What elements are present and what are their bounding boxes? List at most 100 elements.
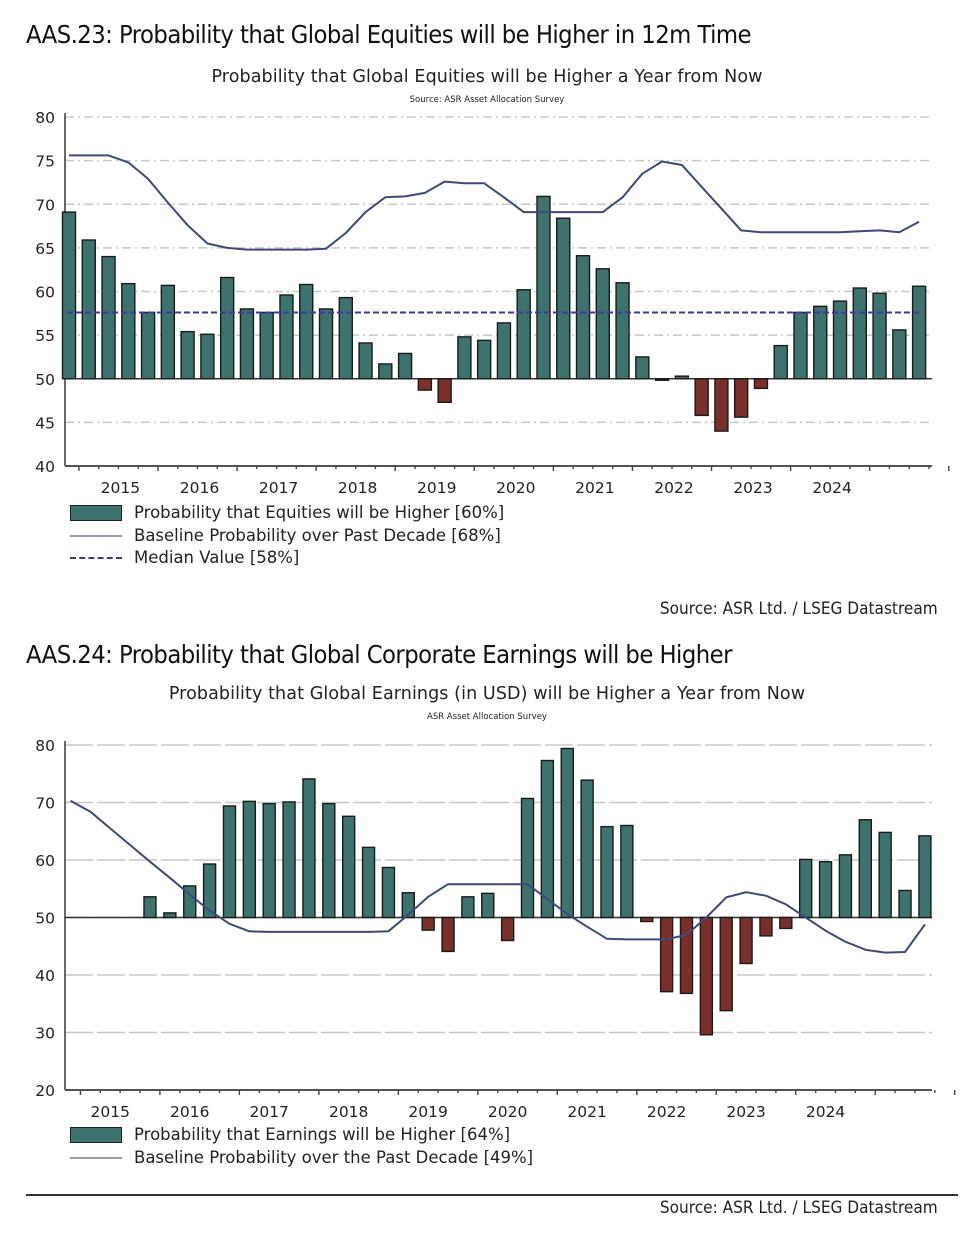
bar-positive	[338, 296, 353, 380]
bar-positive	[381, 866, 396, 919]
bar-negative	[679, 916, 694, 995]
x-tick-label: 2015	[91, 1103, 130, 1121]
bar-positive	[520, 797, 535, 919]
bar-positive	[299, 283, 314, 380]
bar-positive	[911, 285, 927, 380]
bar-positive	[560, 747, 574, 919]
x-tick-label: 2021	[575, 479, 614, 497]
bar-positive	[838, 854, 853, 919]
bar-positive	[361, 846, 376, 919]
y-tick-label: 80	[35, 737, 55, 755]
x-tick-label: 2017	[259, 479, 298, 497]
bar-positive	[773, 344, 788, 380]
bar-positive	[575, 255, 591, 380]
bar-positive	[101, 255, 116, 380]
legend-item-equities-baseline: Baseline Probability over Past Decade [6…	[70, 525, 504, 548]
footer-divider	[26, 1194, 958, 1196]
bar-positive	[322, 802, 336, 919]
bar-positive	[481, 892, 495, 919]
bar-negative	[779, 916, 793, 930]
x-tick-label: 2016	[170, 1103, 209, 1121]
bar-positive	[457, 336, 472, 380]
legend-earnings: Probability that Earnings will be Higher…	[70, 1124, 533, 1169]
bar-positive	[239, 308, 255, 380]
legend-label: Baseline Probability over Past Decade [6…	[134, 525, 501, 545]
legend-swatch-line	[70, 534, 122, 537]
bar-positive	[476, 339, 492, 380]
bar-positive	[282, 801, 296, 919]
bar-positive	[674, 375, 690, 380]
x-tick-label: 2021	[567, 1103, 606, 1121]
bar-positive	[580, 779, 594, 919]
bar-positive	[202, 863, 217, 919]
bar-negative	[694, 378, 709, 417]
y-tick-label: 70	[35, 795, 55, 813]
earnings-probability-chart: 20 30 40 50 60 70 80 2015 2016 2017 2018 2019 2020 20…	[35, 737, 956, 1121]
bar-negative	[500, 916, 515, 942]
legend-item-earnings-baseline: Baseline Probability over the Past Decad…	[70, 1147, 533, 1170]
bar-negative	[659, 916, 674, 993]
bar-positive	[818, 861, 833, 919]
source-note-earnings: Source: ASR Ltd. / LSEG Datastream	[660, 1198, 938, 1217]
y-tick-label: 55	[35, 327, 55, 345]
x-tick-label: 2024	[812, 479, 851, 497]
baseline-probability-line	[69, 154, 920, 251]
y-tick-label: 30	[35, 1025, 55, 1043]
legend-item-equities-median: Median Value [58%]	[70, 547, 504, 570]
bar-positive	[183, 885, 197, 919]
bar-positive	[222, 805, 237, 919]
y-tick-label: 60	[35, 284, 55, 302]
bar-positive	[798, 858, 813, 919]
legend-label: Baseline Probability over the Past Decad…	[134, 1147, 534, 1167]
bar-positive	[358, 342, 373, 380]
x-tick-label: 2018	[329, 1103, 368, 1121]
bar-positive	[832, 300, 848, 380]
legend-item-equities-bars: Probability that Equities will be Higher…	[70, 502, 504, 525]
bar-positive	[620, 824, 634, 919]
bar-positive	[536, 195, 551, 380]
legend-swatch-bar	[70, 505, 122, 522]
y-tick-label: 60	[35, 852, 55, 870]
bar-negative	[753, 378, 769, 390]
y-tick-label: 50	[35, 371, 55, 389]
x-tick-label: 2022	[654, 479, 693, 497]
legend-swatch-bar	[70, 1127, 122, 1144]
legend-label: Probability that Earnings will be Higher…	[134, 1125, 511, 1144]
legend-equities: Probability that Equities will be Higher…	[70, 502, 504, 570]
y-tick-label: 40	[35, 967, 55, 985]
figure-title-aas23: AAS.23: Probability that Global Equities…	[26, 20, 752, 49]
bar-positive	[878, 831, 892, 919]
y-tick-label: 65	[35, 240, 55, 258]
bar-positive	[918, 835, 932, 919]
bar-positive	[397, 352, 413, 380]
x-tick-label: 2022	[647, 1103, 686, 1121]
x-tick-label: 2016	[180, 479, 219, 497]
x-tick-label: 2024	[806, 1103, 845, 1121]
y-tick-label: 45	[35, 414, 55, 432]
bar-positive	[858, 819, 872, 919]
bar-positive	[615, 282, 630, 380]
bar-negative	[759, 916, 773, 937]
bar-positive	[813, 305, 828, 380]
bar-negative	[437, 378, 452, 404]
bar-positive	[121, 282, 136, 380]
legend-item-earnings-bars: Probability that Earnings will be Higher…	[70, 1124, 533, 1147]
bar-negative	[441, 916, 455, 953]
bar-positive	[540, 759, 555, 919]
bar-negative	[739, 916, 753, 965]
bar-positive	[160, 284, 176, 380]
x-tick-label: 2018	[338, 479, 377, 497]
bar-positive	[892, 329, 907, 380]
chart-title-equities: Probability that Global Equities will be…	[211, 67, 763, 87]
bar-positive	[180, 330, 195, 380]
y-tick-label: 70	[35, 196, 55, 214]
bar-negative	[733, 378, 749, 418]
bar-positive	[163, 912, 177, 919]
bar-positive	[635, 356, 650, 380]
bar-negative	[719, 916, 733, 1012]
x-tick-label: 2017	[249, 1103, 288, 1121]
bar-positive	[898, 889, 912, 919]
legend-label: Median Value [58%]	[134, 548, 300, 567]
bar-positive	[61, 211, 77, 380]
legend-label: Probability that Equities will be Higher…	[134, 503, 505, 522]
